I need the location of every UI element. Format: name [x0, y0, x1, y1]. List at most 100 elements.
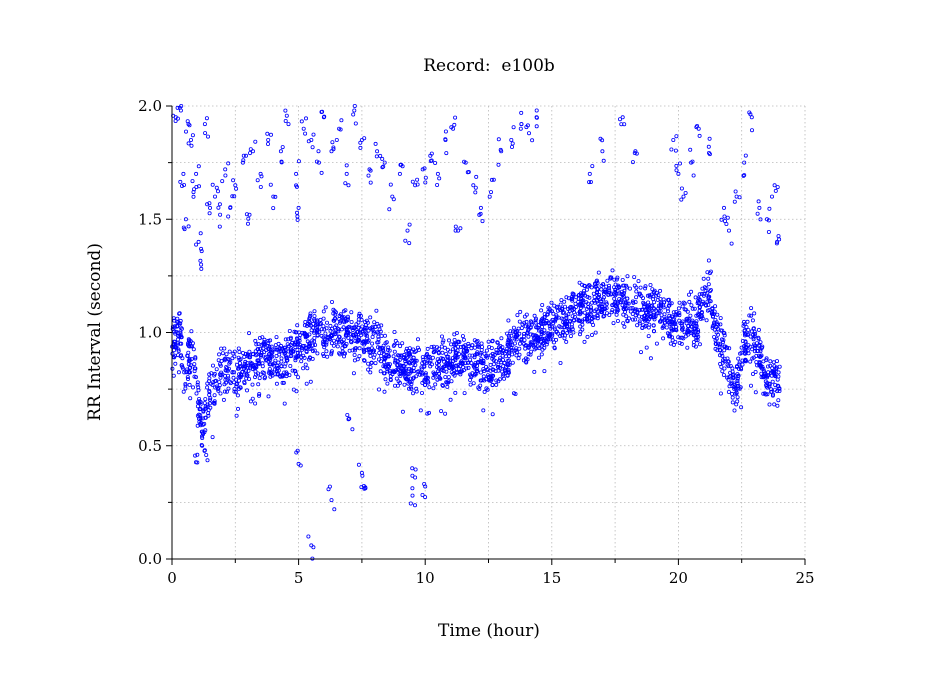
- data-point: [418, 408, 423, 413]
- data-point: [521, 358, 526, 363]
- data-point: [317, 322, 322, 327]
- data-point: [563, 320, 568, 325]
- data-point: [355, 338, 360, 343]
- data-point: [236, 355, 241, 360]
- outlier-point: [175, 105, 180, 110]
- data-point: [678, 321, 683, 326]
- data-point: [750, 347, 755, 352]
- data-point: [634, 295, 639, 300]
- data-point: [307, 343, 312, 348]
- data-point: [677, 310, 682, 315]
- data-point: [250, 396, 255, 401]
- outlier-point: [284, 113, 289, 118]
- data-point: [630, 299, 635, 304]
- data-point: [454, 363, 459, 368]
- data-point: [735, 378, 740, 383]
- data-point: [471, 381, 476, 386]
- outlier-point: [673, 148, 678, 153]
- data-point: [212, 393, 217, 398]
- data-point: [542, 336, 547, 341]
- data-point: [255, 352, 260, 357]
- data-point: [244, 388, 249, 393]
- outlier-point: [496, 162, 501, 167]
- data-point: [757, 362, 762, 367]
- data-point: [456, 344, 461, 349]
- data-point: [425, 411, 430, 416]
- data-point: [325, 354, 330, 359]
- outlier-point: [344, 171, 349, 176]
- data-point: [305, 339, 310, 344]
- outlier-point: [226, 214, 231, 219]
- data-point: [355, 329, 360, 334]
- data-point: [373, 361, 378, 366]
- data-point: [210, 363, 215, 368]
- data-point: [746, 327, 751, 332]
- data-point: [722, 348, 727, 353]
- data-point: [300, 347, 305, 352]
- data-point: [396, 379, 401, 384]
- data-point: [372, 320, 377, 325]
- data-point: [514, 349, 519, 354]
- outlier-point: [669, 147, 674, 152]
- data-point: [510, 360, 515, 365]
- data-point: [190, 385, 195, 390]
- data-point: [556, 331, 561, 336]
- data-point: [592, 300, 597, 305]
- data-point: [179, 335, 184, 340]
- data-point: [374, 308, 379, 313]
- outlier-point: [185, 119, 190, 124]
- data-point: [274, 368, 279, 373]
- data-point: [294, 355, 299, 360]
- x-tick-label: 5: [294, 569, 304, 587]
- data-point: [443, 411, 448, 416]
- outlier-point: [408, 501, 413, 506]
- data-point: [486, 339, 491, 344]
- outlier-point: [283, 108, 288, 113]
- data-point: [763, 379, 768, 384]
- data-point: [561, 320, 566, 325]
- data-point: [346, 335, 351, 340]
- data-point: [647, 307, 652, 312]
- outlier-point: [519, 122, 524, 127]
- data-point: [449, 342, 454, 347]
- outlier-point: [245, 221, 250, 226]
- outlier-point: [588, 179, 593, 184]
- outlier-point: [630, 160, 635, 165]
- data-point: [718, 343, 723, 348]
- data-point: [324, 342, 329, 347]
- data-point: [582, 283, 587, 288]
- data-point: [539, 352, 544, 357]
- outlier-point: [622, 122, 627, 127]
- outlier-point: [296, 159, 301, 164]
- outlier-point: [306, 139, 311, 144]
- data-point: [735, 395, 740, 400]
- data-point: [230, 356, 235, 361]
- outlier-point: [530, 138, 535, 143]
- data-point: [495, 351, 500, 356]
- outlier-point: [620, 115, 625, 120]
- data-point: [446, 379, 451, 384]
- data-point: [680, 304, 685, 309]
- data-point: [260, 364, 265, 369]
- data-point: [491, 373, 496, 378]
- data-point: [368, 353, 373, 358]
- data-point: [648, 311, 653, 316]
- data-point: [628, 286, 633, 291]
- data-point: [749, 306, 754, 311]
- data-point: [448, 397, 453, 402]
- data-point: [643, 286, 648, 291]
- outlier-point: [190, 179, 195, 184]
- data-point: [547, 324, 552, 329]
- outlier-point: [246, 216, 251, 221]
- data-point: [608, 292, 613, 297]
- data-point: [321, 316, 326, 321]
- data-point: [445, 384, 450, 389]
- data-point: [478, 370, 483, 375]
- data-point: [496, 362, 501, 367]
- data-point: [269, 369, 274, 374]
- data-point: [280, 373, 285, 378]
- data-point: [207, 397, 212, 402]
- data-point: [336, 327, 341, 332]
- outlier-point: [319, 170, 324, 175]
- data-point: [188, 396, 193, 401]
